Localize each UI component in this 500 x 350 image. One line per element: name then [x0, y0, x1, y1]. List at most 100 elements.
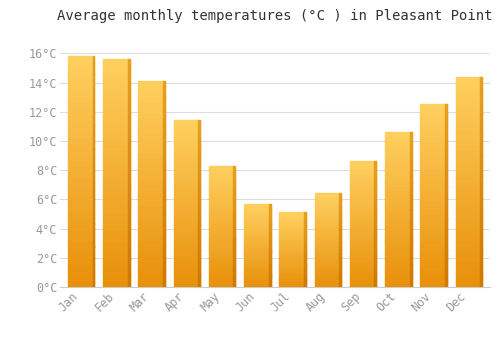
Bar: [103, 110, 130, 116]
Bar: [420, 223, 447, 228]
Bar: [209, 208, 236, 211]
Bar: [385, 148, 411, 152]
Bar: [385, 279, 411, 283]
Bar: [103, 156, 130, 162]
Bar: [174, 191, 200, 195]
Bar: [456, 276, 482, 282]
Bar: [138, 199, 165, 205]
Bar: [234, 172, 235, 175]
Bar: [314, 243, 341, 245]
Bar: [445, 264, 447, 269]
Bar: [445, 223, 447, 228]
Bar: [304, 285, 306, 287]
Bar: [234, 235, 235, 239]
Bar: [198, 204, 200, 208]
Bar: [198, 283, 200, 287]
Bar: [339, 224, 341, 226]
Bar: [304, 262, 306, 265]
Bar: [374, 196, 376, 199]
Bar: [128, 167, 130, 173]
Bar: [480, 129, 482, 135]
Bar: [314, 194, 341, 196]
Bar: [280, 276, 306, 278]
Bar: [163, 158, 165, 163]
Bar: [138, 148, 165, 153]
Bar: [445, 173, 447, 177]
Bar: [385, 283, 411, 287]
Bar: [103, 236, 130, 241]
Bar: [314, 196, 341, 198]
Bar: [280, 231, 306, 233]
Bar: [198, 220, 200, 225]
Bar: [92, 264, 94, 270]
Bar: [339, 219, 341, 222]
Bar: [92, 160, 94, 166]
Bar: [138, 220, 165, 225]
Bar: [163, 210, 165, 215]
Bar: [280, 272, 306, 274]
Bar: [280, 250, 306, 252]
Bar: [314, 201, 341, 203]
Bar: [374, 199, 376, 202]
Bar: [103, 264, 130, 270]
Bar: [314, 198, 341, 201]
Bar: [304, 242, 306, 244]
Bar: [198, 266, 200, 270]
Bar: [410, 152, 412, 155]
Bar: [339, 247, 341, 250]
Bar: [128, 218, 130, 224]
Bar: [163, 215, 165, 220]
Bar: [198, 262, 200, 266]
Bar: [480, 229, 482, 234]
Bar: [339, 245, 341, 247]
Bar: [138, 168, 165, 174]
Bar: [268, 276, 270, 279]
Bar: [163, 204, 165, 210]
Bar: [314, 217, 341, 219]
Bar: [304, 272, 306, 274]
Bar: [410, 271, 412, 275]
Bar: [268, 229, 270, 231]
Bar: [280, 214, 306, 216]
Bar: [268, 233, 270, 235]
Bar: [174, 141, 200, 146]
Bar: [410, 279, 412, 283]
Bar: [163, 163, 165, 169]
Bar: [209, 166, 236, 169]
Bar: [209, 232, 236, 236]
Bar: [174, 253, 200, 258]
Bar: [244, 279, 270, 281]
Bar: [92, 143, 94, 149]
Bar: [234, 275, 235, 278]
Bar: [304, 283, 306, 285]
Bar: [314, 236, 341, 238]
Bar: [174, 270, 200, 274]
Bar: [314, 233, 341, 236]
Bar: [103, 162, 130, 167]
Bar: [314, 224, 341, 226]
Bar: [128, 270, 130, 275]
Bar: [209, 278, 236, 281]
Bar: [103, 230, 130, 236]
Bar: [92, 85, 94, 91]
Bar: [280, 268, 306, 270]
Bar: [420, 177, 447, 182]
Bar: [163, 236, 165, 241]
Bar: [420, 250, 447, 255]
Bar: [92, 97, 94, 103]
Bar: [174, 120, 200, 125]
Bar: [103, 82, 130, 88]
Bar: [445, 145, 447, 150]
Bar: [385, 140, 411, 144]
Bar: [385, 237, 411, 240]
Bar: [198, 120, 200, 125]
Bar: [410, 240, 412, 244]
Bar: [68, 183, 94, 189]
Bar: [209, 205, 236, 208]
Bar: [456, 98, 482, 103]
Bar: [92, 212, 94, 218]
Bar: [420, 191, 447, 196]
Bar: [244, 276, 270, 279]
Bar: [209, 199, 236, 202]
Bar: [198, 253, 200, 258]
